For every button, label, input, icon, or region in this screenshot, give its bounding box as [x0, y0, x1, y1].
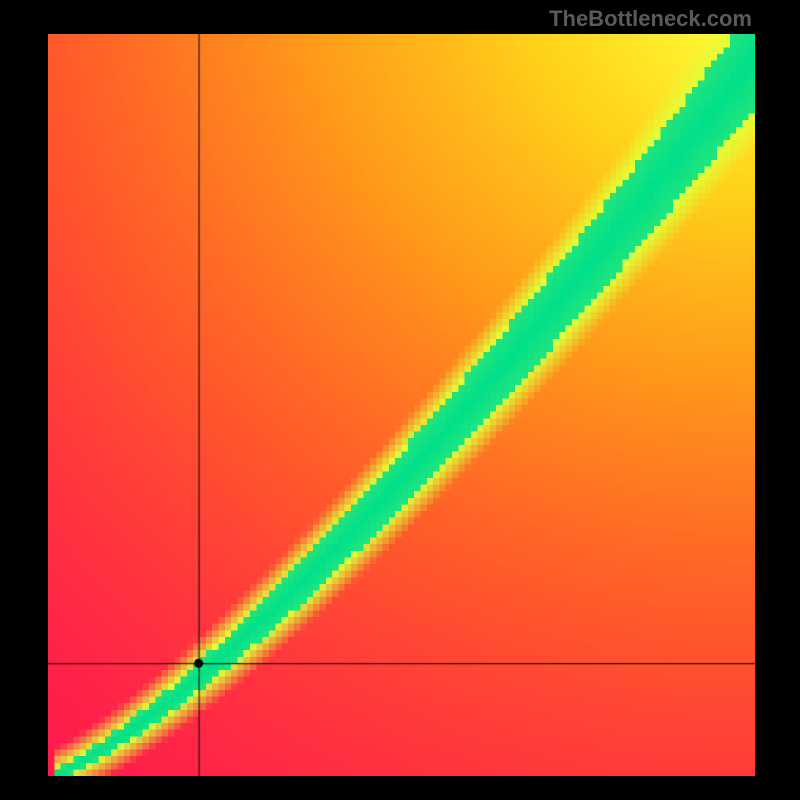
chart-container: TheBottleneck.com — [0, 0, 800, 800]
heatmap-canvas — [48, 34, 755, 776]
watermark-text: TheBottleneck.com — [549, 6, 752, 32]
